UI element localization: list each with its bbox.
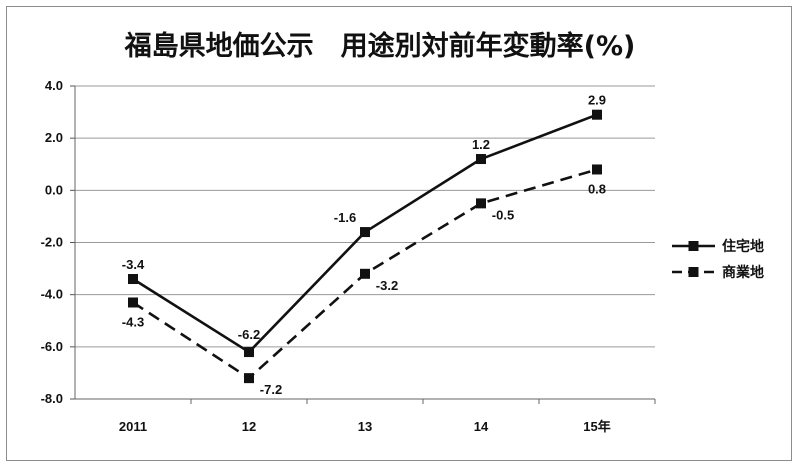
x-tick-label: 2011 <box>119 419 147 434</box>
data-point-marker <box>592 164 602 175</box>
x-tick-label: 14 <box>474 419 489 434</box>
data-label: 0.8 <box>588 181 606 196</box>
y-tick-label: 4.0 <box>45 78 63 93</box>
data-label: -1.6 <box>334 210 356 225</box>
y-tick-label: 2.0 <box>45 130 63 145</box>
data-label: 1.2 <box>472 137 490 152</box>
grid-lines <box>70 85 655 400</box>
data-point-marker <box>360 227 370 238</box>
data-label: -6.2 <box>238 327 260 342</box>
legend-marker <box>688 267 699 277</box>
legend-label: 住宅地 <box>722 238 764 255</box>
axes <box>74 86 655 400</box>
x-tick-labels: 2011 12 13 14 15年 <box>119 399 656 434</box>
data-label: -3.2 <box>376 278 398 293</box>
data-label: -7.2 <box>260 382 282 397</box>
data-point-marker <box>592 109 602 120</box>
data-label: -3.4 <box>122 257 145 272</box>
y-tick-label: 0.0 <box>45 182 63 197</box>
chart-frame <box>6 6 792 461</box>
y-tick-label: -6.0 <box>41 339 63 354</box>
data-point-marker <box>476 154 486 165</box>
legend-marker <box>688 241 699 251</box>
y-tick-label: -2.0 <box>41 235 63 250</box>
data-point-marker <box>128 274 138 285</box>
x-tick-label: 12 <box>242 419 256 434</box>
data-labels: -3.4 -6.2 -1.6 1.2 2.9 -4.3 -7.2 -3.2 -0.5 0.8 <box>122 93 606 397</box>
data-point-marker <box>244 373 254 384</box>
legend-label: 商業地 <box>722 264 764 281</box>
y-tick-labels: 4.0 2.0 0.0 -2.0 -4.0 -6.0 -8.0 <box>41 78 63 406</box>
data-label: 2.9 <box>588 93 606 108</box>
data-point-marker <box>360 268 370 279</box>
data-point-marker <box>476 198 486 209</box>
y-tick-label: -8.0 <box>41 391 63 406</box>
y-tick-label: -4.0 <box>41 287 63 302</box>
data-point-marker <box>128 297 138 308</box>
data-point-marker <box>244 347 254 358</box>
data-label: -0.5 <box>492 207 514 222</box>
chart-title: 福島県地価公示 用途別対前年変動率(%) <box>124 30 636 62</box>
series-group <box>128 109 602 384</box>
x-tick-label: 13 <box>358 419 372 434</box>
x-tick-label: 15年 <box>583 419 610 434</box>
data-label: -4.3 <box>122 314 144 329</box>
